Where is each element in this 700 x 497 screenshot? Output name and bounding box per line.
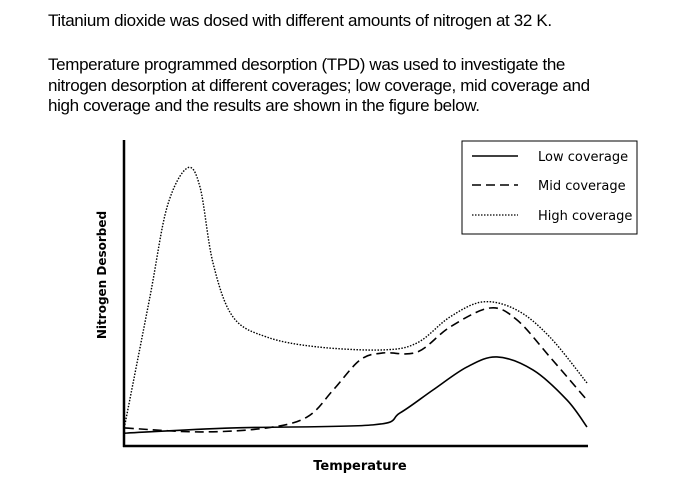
paragraph-line: high coverage and the results are shown … xyxy=(48,96,480,115)
paragraph-line: Temperature programmed desorption (TPD) … xyxy=(48,55,566,74)
legend-label-high: High coverage xyxy=(538,209,632,224)
description-paragraph: Temperature programmed desorption (TPD) … xyxy=(48,55,590,117)
legend-label-low: Low coverage xyxy=(538,150,628,165)
series-line-mid-coverage xyxy=(124,307,588,433)
legend: Low coverage Mid coverage High coverage xyxy=(461,140,638,235)
intro-text: Titanium dioxide was dosed with differen… xyxy=(48,11,552,30)
legend-label-mid: Mid coverage xyxy=(538,179,626,194)
paragraph-line: nitrogen desorption at different coverag… xyxy=(48,75,590,95)
series-line-low-coverage xyxy=(124,356,588,434)
x-axis-label: Temperature xyxy=(313,459,407,474)
y-axis-label: Nitrogen Desorbed xyxy=(95,211,109,339)
